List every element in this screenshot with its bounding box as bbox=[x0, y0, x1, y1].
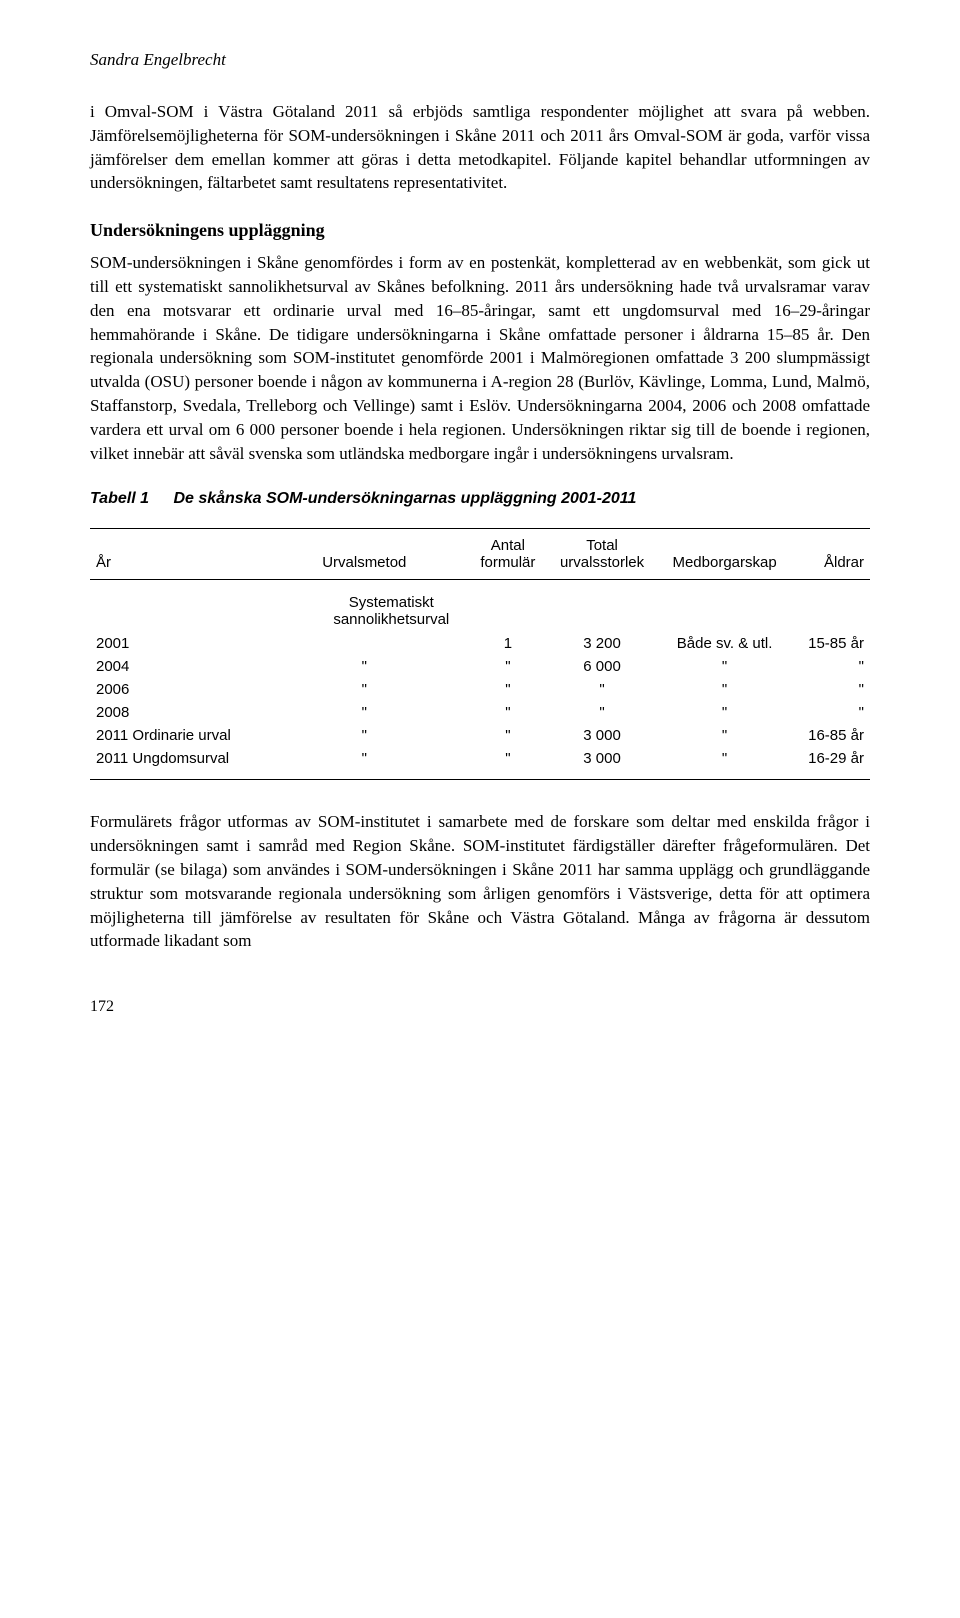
table-row: 2011 Ordinarie urval " " 3 000 " 16-85 å… bbox=[90, 724, 870, 747]
closing-paragraph: Formulärets frågor utformas av SOM-insti… bbox=[90, 810, 870, 953]
table-title: Tabell 1 De skånska SOM-undersökningarna… bbox=[90, 490, 870, 508]
cell-ages: " bbox=[792, 701, 870, 724]
cell-citizenship: " bbox=[658, 701, 792, 724]
th-forms: Antalformulär bbox=[469, 529, 546, 580]
table-row: 2004 " " 6 000 " " bbox=[90, 655, 870, 678]
cell-forms: " bbox=[469, 701, 546, 724]
method-row: Systematisktsannolikhetsurval bbox=[90, 580, 870, 633]
page-number: 172 bbox=[90, 998, 870, 1016]
body-paragraph: SOM-undersökningen i Skåne genomfördes i… bbox=[90, 251, 870, 465]
th-year: År bbox=[90, 529, 259, 580]
cell-method: " bbox=[259, 678, 469, 701]
cell-method: " bbox=[259, 701, 469, 724]
cell-method bbox=[259, 632, 469, 655]
table-row: 2006 " " " " " bbox=[90, 678, 870, 701]
cell-forms: " bbox=[469, 724, 546, 747]
cell-citizenship: " bbox=[658, 747, 792, 780]
table-header-row: År Urvalsmetod Antalformulär Totalurvals… bbox=[90, 529, 870, 580]
cell-total: 6 000 bbox=[547, 655, 658, 678]
cell-total: 3 200 bbox=[547, 632, 658, 655]
cell-citizenship: " bbox=[658, 655, 792, 678]
cell-year: 2011 Ordinarie urval bbox=[90, 724, 259, 747]
table-row: 2011 Ungdomsurval " " 3 000 " 16-29 år bbox=[90, 747, 870, 780]
table-label: Tabell 1 bbox=[90, 490, 149, 507]
cell-total: 3 000 bbox=[547, 747, 658, 780]
cell-forms: " bbox=[469, 747, 546, 780]
cell-ages: 15-85 år bbox=[792, 632, 870, 655]
cell-ages: 16-29 år bbox=[792, 747, 870, 780]
th-method: Urvalsmetod bbox=[259, 529, 469, 580]
cell-total: " bbox=[547, 678, 658, 701]
cell-method: " bbox=[259, 724, 469, 747]
method-cell: Systematisktsannolikhetsurval bbox=[259, 580, 469, 633]
cell-method: " bbox=[259, 655, 469, 678]
th-citizenship: Medborgarskap bbox=[658, 529, 792, 580]
table-caption: De skånska SOM-undersökningarnas upplägg… bbox=[173, 490, 636, 507]
data-table: År Urvalsmetod Antalformulär Totalurvals… bbox=[90, 528, 870, 780]
intro-paragraph: i Omval-SOM i Västra Götaland 2011 så er… bbox=[90, 100, 870, 195]
cell-year: 2001 bbox=[90, 632, 259, 655]
th-total: Totalurvalsstorlek bbox=[547, 529, 658, 580]
cell-citizenship: " bbox=[658, 678, 792, 701]
cell-total: 3 000 bbox=[547, 724, 658, 747]
table-row: 2001 1 3 200 Både sv. & utl. 15-85 år bbox=[90, 632, 870, 655]
author-name: Sandra Engelbrecht bbox=[90, 50, 870, 70]
cell-forms: " bbox=[469, 678, 546, 701]
cell-ages: 16-85 år bbox=[792, 724, 870, 747]
cell-forms: 1 bbox=[469, 632, 546, 655]
cell-citizenship: " bbox=[658, 724, 792, 747]
cell-ages: " bbox=[792, 655, 870, 678]
cell-total: " bbox=[547, 701, 658, 724]
cell-ages: " bbox=[792, 678, 870, 701]
cell-forms: " bbox=[469, 655, 546, 678]
section-heading: Undersökningens uppläggning bbox=[90, 220, 870, 241]
cell-citizenship: Både sv. & utl. bbox=[658, 632, 792, 655]
cell-year: 2006 bbox=[90, 678, 259, 701]
cell-year: 2008 bbox=[90, 701, 259, 724]
cell-year: 2011 Ungdomsurval bbox=[90, 747, 259, 780]
table-row: 2008 " " " " " bbox=[90, 701, 870, 724]
cell-method: " bbox=[259, 747, 469, 780]
cell-year: 2004 bbox=[90, 655, 259, 678]
th-ages: Åldrar bbox=[792, 529, 870, 580]
